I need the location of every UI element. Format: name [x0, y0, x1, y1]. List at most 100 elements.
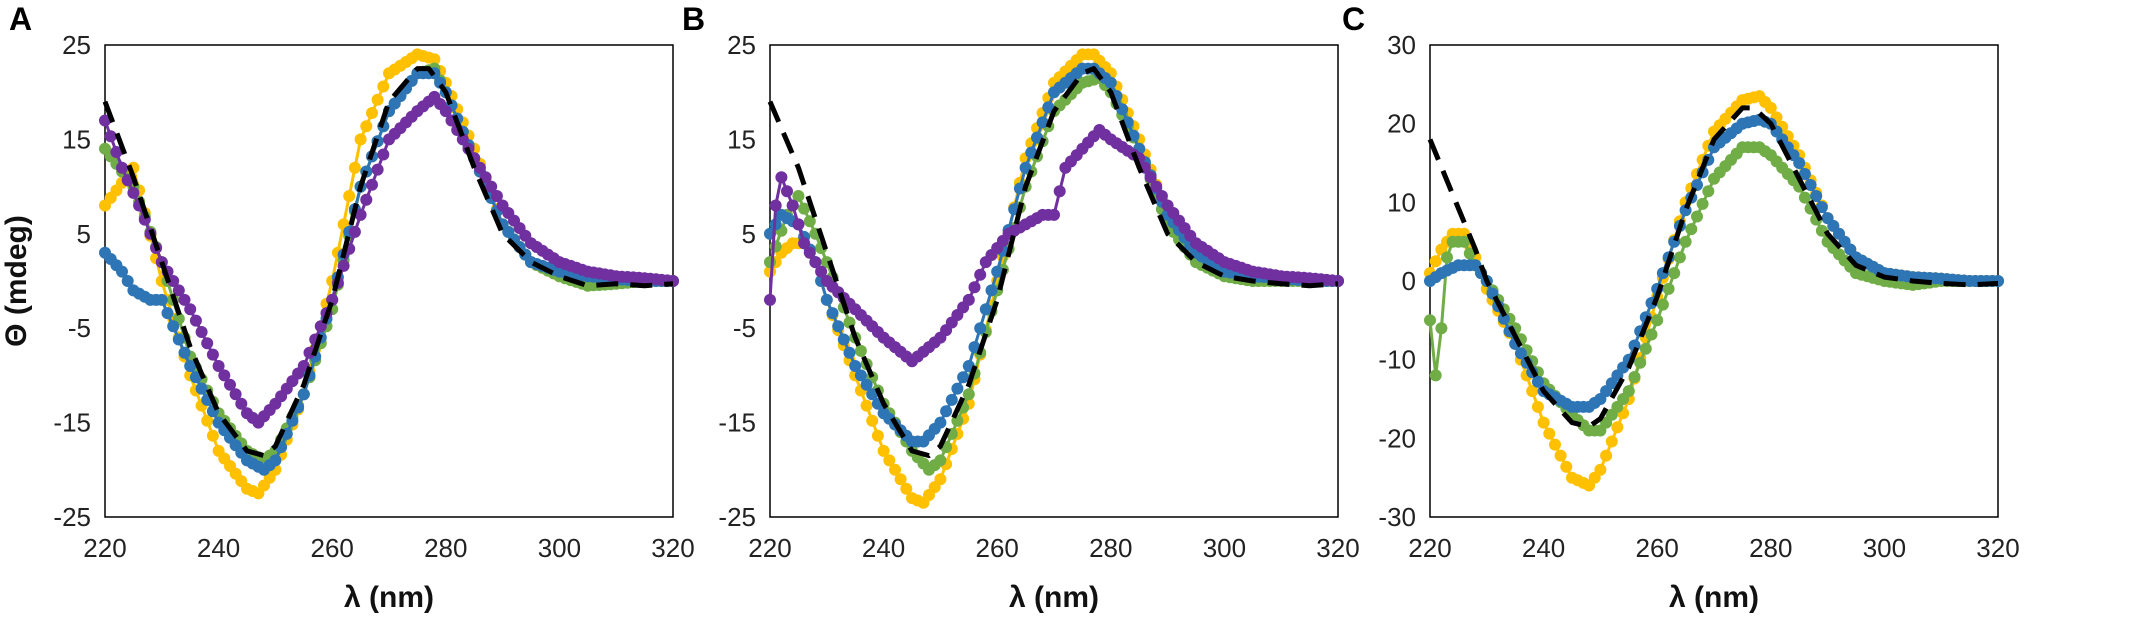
series-blue-point	[832, 320, 845, 333]
series-green-point	[1691, 210, 1703, 223]
y-tick-label: 20	[1387, 109, 1416, 139]
series-blue-point	[1013, 182, 1026, 195]
series-blue-point	[269, 454, 282, 467]
series-purple-point	[815, 265, 828, 278]
x-tick-label: 300	[1863, 533, 1906, 563]
series-purple-point	[764, 293, 776, 306]
series-blue-point	[167, 320, 180, 333]
series-purple-point	[184, 303, 197, 316]
x-tick-label: 220	[1408, 533, 1451, 563]
series-yellow-point	[1531, 400, 1544, 413]
series-green-point	[1639, 342, 1652, 355]
series-purple-point	[485, 180, 498, 193]
series-green-point	[1622, 385, 1635, 398]
series-purple-point	[490, 190, 503, 202]
series-purple-point	[116, 161, 128, 174]
series-purple-point	[479, 171, 492, 184]
series-yellow-point	[900, 482, 913, 495]
series-blue-point	[1793, 157, 1806, 169]
series-yellow-point	[1554, 449, 1567, 462]
x-tick-label: 220	[748, 533, 791, 563]
series-blue-point	[184, 360, 197, 372]
x-axis-title: λ (nm)	[1669, 581, 1759, 614]
series-blue-point	[172, 333, 185, 346]
series-purple-point	[809, 256, 822, 269]
series-blue-point	[1031, 131, 1043, 144]
series-green-point	[854, 344, 867, 357]
series-purple-point	[786, 199, 799, 212]
x-tick-label: 300	[538, 533, 581, 563]
series-purple-point	[360, 193, 373, 206]
series-yellow-point	[1543, 427, 1556, 440]
series-blue-point	[843, 346, 856, 359]
series-blue-point	[121, 275, 134, 287]
y-tick-label: -25	[53, 502, 91, 532]
x-tick-label: 260	[976, 533, 1019, 563]
series-blue-point	[860, 378, 873, 391]
series-purple-line	[768, 128, 1339, 363]
series-yellow-point	[871, 429, 884, 442]
series-blue-point	[968, 341, 981, 354]
series-blue-point	[1815, 201, 1828, 214]
series-yellow-point	[1611, 421, 1624, 434]
series-green-point	[1662, 282, 1675, 295]
series-purple-point	[337, 259, 350, 272]
series-blue-point	[826, 307, 839, 320]
series-purple-point	[962, 293, 975, 306]
series-green-point	[803, 215, 816, 228]
series-blue-point	[1804, 179, 1817, 191]
series-yellow-point	[1600, 449, 1613, 462]
series-purple-point	[377, 148, 390, 161]
series-purple-point	[473, 161, 486, 174]
x-tick-label: 260	[1636, 533, 1679, 563]
series-yellow-point	[883, 454, 896, 467]
y-tick-label: 30	[1387, 30, 1416, 60]
y-tick-label: 15	[62, 124, 91, 154]
series-green-point	[1435, 322, 1448, 335]
series-yellow-point	[889, 463, 901, 476]
series-purple-point	[1144, 171, 1157, 184]
series-purple-point	[803, 246, 816, 259]
x-tick-label: 240	[862, 533, 905, 563]
series-green-point	[1651, 314, 1664, 327]
series-blue-point	[974, 322, 987, 335]
series-purple-point	[775, 171, 788, 184]
series-blue-point	[1810, 190, 1823, 202]
series-purple-point	[178, 293, 191, 306]
series-yellow-point	[1560, 460, 1573, 473]
series-green-point	[1798, 191, 1811, 204]
y-tick-label: -30	[1378, 502, 1416, 532]
series-purple-point	[439, 105, 452, 118]
series-yellow-point	[371, 93, 384, 106]
series-yellow-point	[343, 190, 356, 202]
panel-label: C	[1342, 1, 1365, 37]
series-purple-point	[769, 199, 782, 212]
series-blue-point	[1116, 103, 1129, 116]
series-blue-point	[820, 293, 833, 306]
series-blue-point	[1104, 76, 1117, 89]
series-reference-line	[767, 66, 1339, 459]
series-yellow-point	[1526, 385, 1539, 398]
x-axis-title: λ (nm)	[1009, 581, 1099, 614]
y-tick-label: -5	[733, 313, 756, 343]
series-blue-point	[1497, 312, 1510, 325]
x-tick-label: 280	[1089, 533, 1132, 563]
series-purple-point	[974, 268, 987, 281]
series-blue-point	[945, 393, 958, 406]
series-blue-point	[1042, 101, 1055, 114]
panel-label: A	[9, 1, 32, 37]
series-purple-point	[366, 178, 378, 191]
y-axis-title: Θ (mdeg)	[0, 215, 33, 347]
series-yellow-point	[428, 53, 441, 66]
series-purple-point	[201, 337, 214, 350]
x-tick-label: 260	[311, 533, 354, 563]
y-tick-label: 5	[77, 219, 91, 249]
series-blue-point	[849, 360, 862, 372]
series-blue-point	[116, 265, 128, 278]
series-yellow-point	[1537, 416, 1550, 429]
series-purple-point	[314, 320, 327, 333]
y-tick-label: 10	[1387, 187, 1416, 217]
x-tick-label: 280	[1749, 533, 1792, 563]
series-blue-point	[991, 265, 1004, 278]
